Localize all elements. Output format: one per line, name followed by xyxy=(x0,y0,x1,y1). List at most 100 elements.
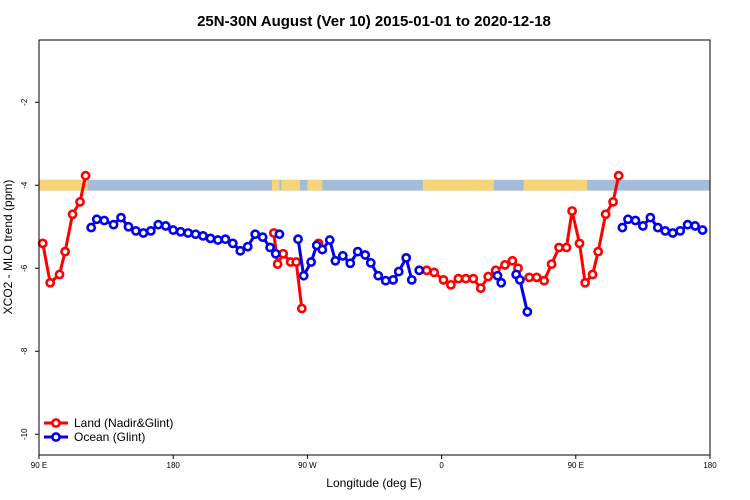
series-1-point-0-13 xyxy=(183,228,194,238)
series-0-point-3-4 xyxy=(453,273,464,284)
x-tick-label-0: 90 E xyxy=(31,461,47,470)
series-1-point-0-9 xyxy=(153,219,164,230)
series-1-point-0-23 xyxy=(257,232,268,243)
series-1-point-0-6 xyxy=(131,225,141,236)
series-0-point-4-7 xyxy=(574,238,585,249)
series-0-point-4-8 xyxy=(580,277,591,288)
series-1-point-0-14 xyxy=(190,229,201,240)
series-1-point-6-10 xyxy=(690,221,700,231)
series-1-point-6-0 xyxy=(617,222,628,233)
ocean-band xyxy=(39,179,710,191)
y-tick-label-3: -8 xyxy=(20,347,29,355)
series-1-point-6-1 xyxy=(623,214,633,225)
series-1-point-6-5 xyxy=(652,222,663,233)
series-1-point-2-6 xyxy=(330,255,341,266)
series-0-point-1-1 xyxy=(272,259,283,269)
x-tick-label-1: 180 xyxy=(167,461,181,470)
series-0-point-3-1 xyxy=(429,267,440,278)
land-band-5 xyxy=(523,179,587,191)
series-1-point-0-17 xyxy=(213,235,223,245)
series-1-point-2-14 xyxy=(388,274,399,285)
series-0-point-4-3 xyxy=(546,259,557,269)
series-0-point-0-5 xyxy=(75,196,85,207)
series-0-point-0-2 xyxy=(54,269,65,280)
series-1-point-0-21 xyxy=(242,241,253,252)
series-1-point-2-7 xyxy=(337,250,348,261)
series-1-point-0-7 xyxy=(138,228,149,238)
y-axis-label: XCO2 - MLO trend (ppm) xyxy=(1,180,15,315)
series-1-point-2-11 xyxy=(365,257,376,268)
series-1-point-2-2 xyxy=(306,257,317,267)
series-0-point-4-1 xyxy=(531,272,542,283)
land-band-2 xyxy=(281,179,300,191)
series-0-point-3-2 xyxy=(438,274,449,285)
series-0-point-3-10 xyxy=(500,260,510,270)
series-1-point-2-0 xyxy=(293,234,303,245)
legend-marker-1 xyxy=(51,432,61,442)
series-1-point-6-11 xyxy=(697,225,708,235)
series-0-point-1-5 xyxy=(296,303,307,314)
series-1-point-2-9 xyxy=(352,246,363,257)
series-0-point-3-7 xyxy=(475,283,486,294)
x-tick-label-5: 180 xyxy=(703,461,717,470)
x-tick-label-4: 90 E xyxy=(568,461,584,470)
series-1-point-0-18 xyxy=(220,234,231,245)
series-1-point-6-9 xyxy=(682,219,693,230)
y-tick-label-1: -4 xyxy=(20,181,29,189)
series-0-point-3-0 xyxy=(421,265,432,276)
series-1-point-0-20 xyxy=(235,245,246,256)
series-1-point-0-1 xyxy=(91,214,102,225)
y-tick-label-2: -6 xyxy=(20,264,29,272)
series-1-point-0-11 xyxy=(168,225,179,235)
series-layer xyxy=(37,170,708,317)
series-1-point-0-10 xyxy=(160,221,171,231)
series-1-point-4-0 xyxy=(492,270,503,281)
series-0-point-4-9 xyxy=(587,269,598,280)
series-1-point-6-7 xyxy=(667,228,678,238)
series-0-point-3-6 xyxy=(468,273,479,284)
series-1-point-2-1 xyxy=(298,270,309,281)
series-1-point-0-25 xyxy=(270,248,281,259)
series-1-point-2-8 xyxy=(345,258,356,269)
series-0-point-4-4 xyxy=(554,242,564,253)
land-band-0 xyxy=(39,179,88,191)
series-0-point-1-2 xyxy=(278,248,289,259)
series-0-point-4-10 xyxy=(593,246,604,257)
series-0-point-4-6 xyxy=(567,206,577,216)
series-1-point-0-2 xyxy=(99,215,110,226)
series-0-point-4-11 xyxy=(600,209,611,220)
y-tick-label-4: -10 xyxy=(20,428,29,440)
series-1-point-0-5 xyxy=(123,221,134,232)
series-1-point-6-3 xyxy=(638,221,648,231)
series-1-point-0-22 xyxy=(250,229,261,240)
series-1-point-2-15 xyxy=(393,266,404,277)
series-0-point-4-2 xyxy=(539,275,550,286)
plot-frame xyxy=(38,39,711,456)
series-1-point-0-12 xyxy=(175,226,186,237)
series-0-point-1-4 xyxy=(291,257,302,267)
x-axis-label: Longitude (deg E) xyxy=(326,476,421,490)
series-0-point-3-8 xyxy=(483,271,494,282)
series-1-point-2-5 xyxy=(324,235,335,245)
series-0-point-3-3 xyxy=(446,279,456,290)
legend-label-1: Ocean (Glint) xyxy=(74,430,145,444)
series-0-line-1 xyxy=(272,232,304,309)
series-1-point-6-2 xyxy=(630,215,641,226)
axes: 90 E 180 90 W 0 90 E 180 -2 -4 -6 -8 -10 xyxy=(20,98,717,470)
land-band-3 xyxy=(307,179,323,191)
series-1-point-5-2 xyxy=(522,306,533,317)
series-1-point-2-4 xyxy=(317,244,328,255)
series-1-point-2-17 xyxy=(406,274,417,285)
series-0-point-0-3 xyxy=(60,246,70,257)
series-1-point-3-0 xyxy=(414,265,425,276)
series-1-point-0-3 xyxy=(108,219,119,230)
series-1-point-0-0 xyxy=(86,222,97,233)
surface-band xyxy=(39,179,710,191)
series-1-point-6-4 xyxy=(645,212,656,223)
series-0-point-0-6 xyxy=(80,170,91,181)
series-1-point-0-8 xyxy=(145,225,156,236)
series-0-point-4-13 xyxy=(613,170,624,181)
series-1-point-4-1 xyxy=(496,277,507,288)
series-1 xyxy=(86,212,708,317)
